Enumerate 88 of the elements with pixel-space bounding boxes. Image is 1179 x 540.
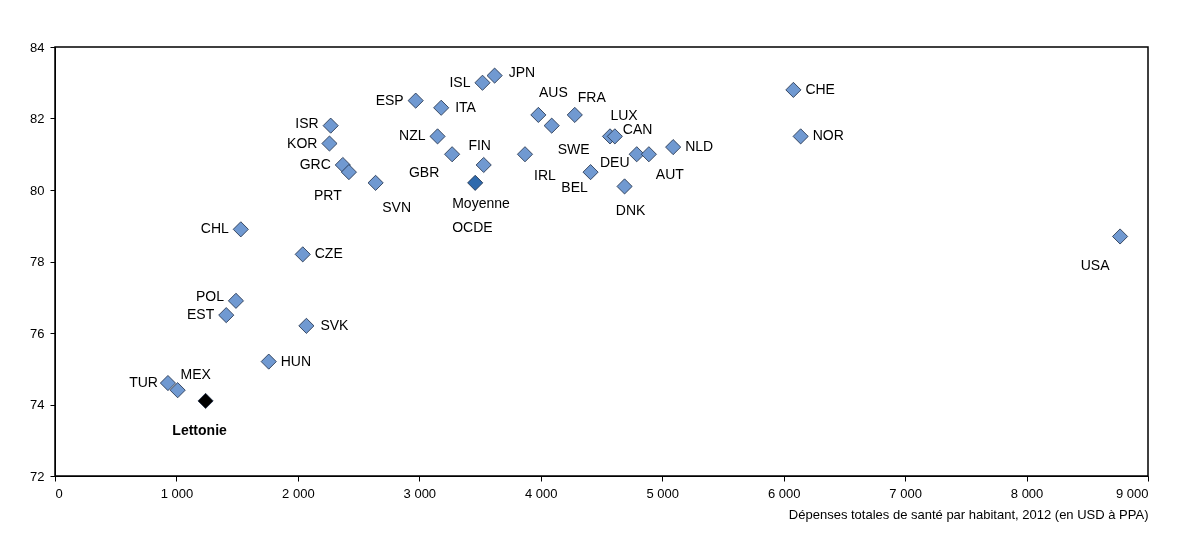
annotation: ISR — [295, 114, 319, 131]
annotation: SVN — [382, 198, 412, 215]
point — [566, 106, 583, 123]
annotation: HUN — [280, 352, 312, 369]
point — [665, 139, 682, 156]
y-tick-label: 78 — [30, 254, 45, 269]
annotation: CAN — [622, 121, 653, 138]
annotation: AUS — [538, 83, 568, 100]
annotation: CZE — [314, 245, 343, 262]
point — [433, 99, 450, 116]
point — [444, 146, 461, 163]
annotation: MEX — [180, 366, 212, 383]
x-tick-label: 4 000 — [525, 485, 558, 501]
annotation: Moyenne OCDE — [452, 194, 510, 235]
annotation: FRA — [577, 88, 607, 105]
annotation: DEU — [599, 154, 630, 171]
annotation: CHL — [200, 220, 230, 237]
point — [517, 146, 533, 163]
annotation: KOR — [287, 134, 318, 151]
annotation: NZL — [399, 127, 426, 144]
annotation: POL — [195, 287, 225, 304]
y-tick-label: 80 — [30, 182, 45, 198]
annotation: EST — [187, 306, 215, 323]
annotation: DNK — [615, 202, 647, 219]
annotation: CHE — [805, 80, 835, 97]
point — [785, 81, 802, 98]
annotation: GBR — [408, 164, 440, 181]
point — [475, 156, 492, 173]
annotation: ISL — [449, 73, 471, 90]
x-tick-label: 3 000 — [403, 485, 437, 501]
point — [1112, 228, 1129, 245]
point — [340, 164, 357, 181]
annotation: BEL — [561, 179, 589, 196]
point — [543, 117, 560, 134]
point — [407, 92, 424, 109]
point — [467, 174, 484, 191]
point — [227, 292, 244, 309]
y-tick-label: 82 — [30, 111, 45, 126]
y-tick-label: 76 — [30, 325, 45, 341]
point — [616, 178, 633, 195]
point — [474, 74, 491, 91]
point — [321, 135, 338, 152]
point — [530, 106, 547, 123]
point — [294, 246, 311, 263]
y-tick-label: 84 — [30, 39, 45, 55]
annotation: PRT — [314, 187, 343, 204]
x-tick-label: 2 000 — [282, 485, 315, 501]
point — [169, 382, 186, 399]
point — [582, 164, 599, 181]
annotation: AUT — [655, 166, 685, 183]
point — [792, 128, 809, 145]
point — [640, 146, 657, 163]
annotation: IRL — [534, 167, 557, 184]
x-tick-label: 7 000 — [889, 485, 922, 501]
annotation: ITA — [455, 98, 477, 115]
point — [486, 67, 503, 84]
annotation: NOR — [812, 127, 844, 144]
x-tick-label: 6 000 — [767, 485, 801, 501]
point — [367, 174, 384, 191]
annotation: GRC — [299, 155, 331, 172]
point — [429, 128, 446, 145]
annotation: NLD — [685, 138, 714, 155]
y-tick-label: 72 — [30, 468, 45, 484]
annotation: TUR — [129, 374, 158, 391]
x-tick-label: 5 000 — [646, 485, 679, 501]
annotation: USA — [1080, 257, 1111, 274]
point — [260, 353, 277, 370]
point — [628, 146, 645, 163]
annotation: FIN — [468, 136, 491, 153]
annotation: LUX — [610, 107, 639, 124]
x-tick-label: 1 000 — [160, 485, 194, 501]
point — [298, 317, 315, 334]
point — [197, 392, 214, 409]
point — [232, 221, 249, 238]
annotation: ESP — [375, 91, 404, 108]
annotation: Lettonie — [172, 421, 228, 438]
y-tick-label: 74 — [30, 397, 45, 412]
point — [218, 307, 235, 324]
x-tick-label: 8 000 — [1010, 485, 1044, 501]
x-tick-label: 9 000 — [1115, 485, 1149, 501]
annotation: SVK — [320, 316, 350, 333]
point — [159, 375, 176, 392]
point — [606, 128, 623, 145]
x-axis-title: Dépenses totales de santé par habitant, 2012 (en USD à PPA) — [788, 506, 1149, 522]
point — [322, 117, 339, 134]
x-tick-label: 0 — [55, 485, 63, 501]
annotation: JPN — [508, 63, 536, 80]
annotation: SWE — [557, 140, 590, 157]
